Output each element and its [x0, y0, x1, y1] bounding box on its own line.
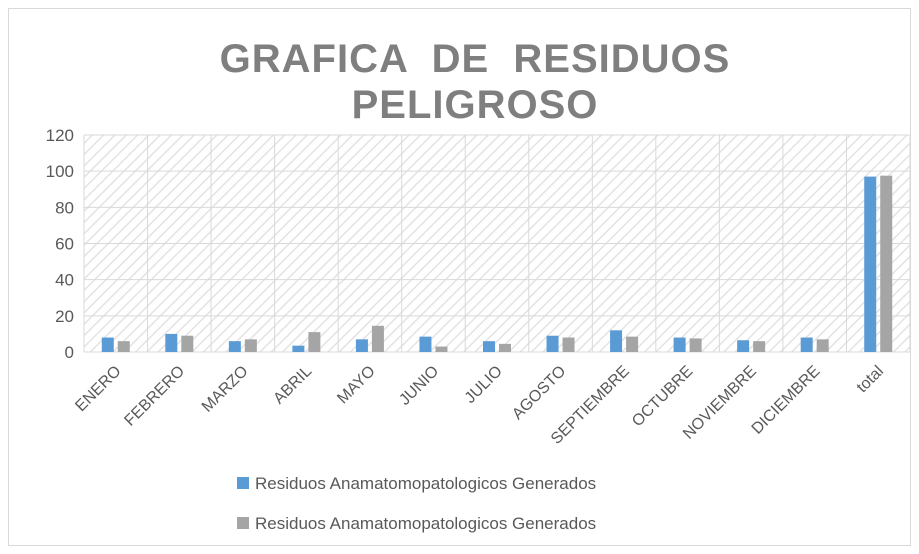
- bar: [753, 341, 766, 352]
- y-tick-label: 80: [55, 198, 74, 217]
- bar: [880, 175, 893, 352]
- bar: [228, 341, 241, 352]
- chart-title: GRAFICA DE RESIDUOS PELIGROSO: [219, 37, 743, 127]
- bar: [562, 337, 575, 352]
- legend-swatch: [237, 517, 249, 529]
- bar: [419, 336, 432, 352]
- bar: [626, 336, 639, 352]
- bar: [165, 333, 178, 352]
- bar: [355, 339, 368, 352]
- y-tick-label: 40: [55, 271, 74, 290]
- bar: [816, 339, 829, 352]
- bar: [371, 325, 384, 352]
- bar: [483, 341, 495, 352]
- bar: [546, 335, 559, 352]
- legend-label: Residuos Anamatomopatologicos Generados: [255, 514, 596, 533]
- bar: [292, 345, 305, 352]
- bar: [435, 346, 448, 352]
- y-tick-label: 60: [55, 235, 74, 254]
- bar: [800, 337, 813, 352]
- y-tick-label: 100: [46, 162, 74, 181]
- bar: [610, 330, 623, 352]
- bar: [673, 337, 686, 352]
- bar: [181, 335, 194, 352]
- bar: [864, 176, 877, 352]
- bar: [117, 341, 130, 352]
- y-tick-label: 0: [65, 343, 74, 362]
- bar: [689, 338, 702, 352]
- bar: [499, 343, 511, 352]
- legend-label: Residuos Anamatomopatologicos Generados: [255, 474, 596, 493]
- bar: [308, 332, 321, 352]
- bar: [101, 337, 114, 352]
- y-tick-label: 20: [55, 307, 74, 326]
- bar: [244, 339, 257, 352]
- legend-swatch: [237, 477, 249, 489]
- bar: [737, 340, 750, 352]
- y-tick-label: 120: [46, 126, 74, 145]
